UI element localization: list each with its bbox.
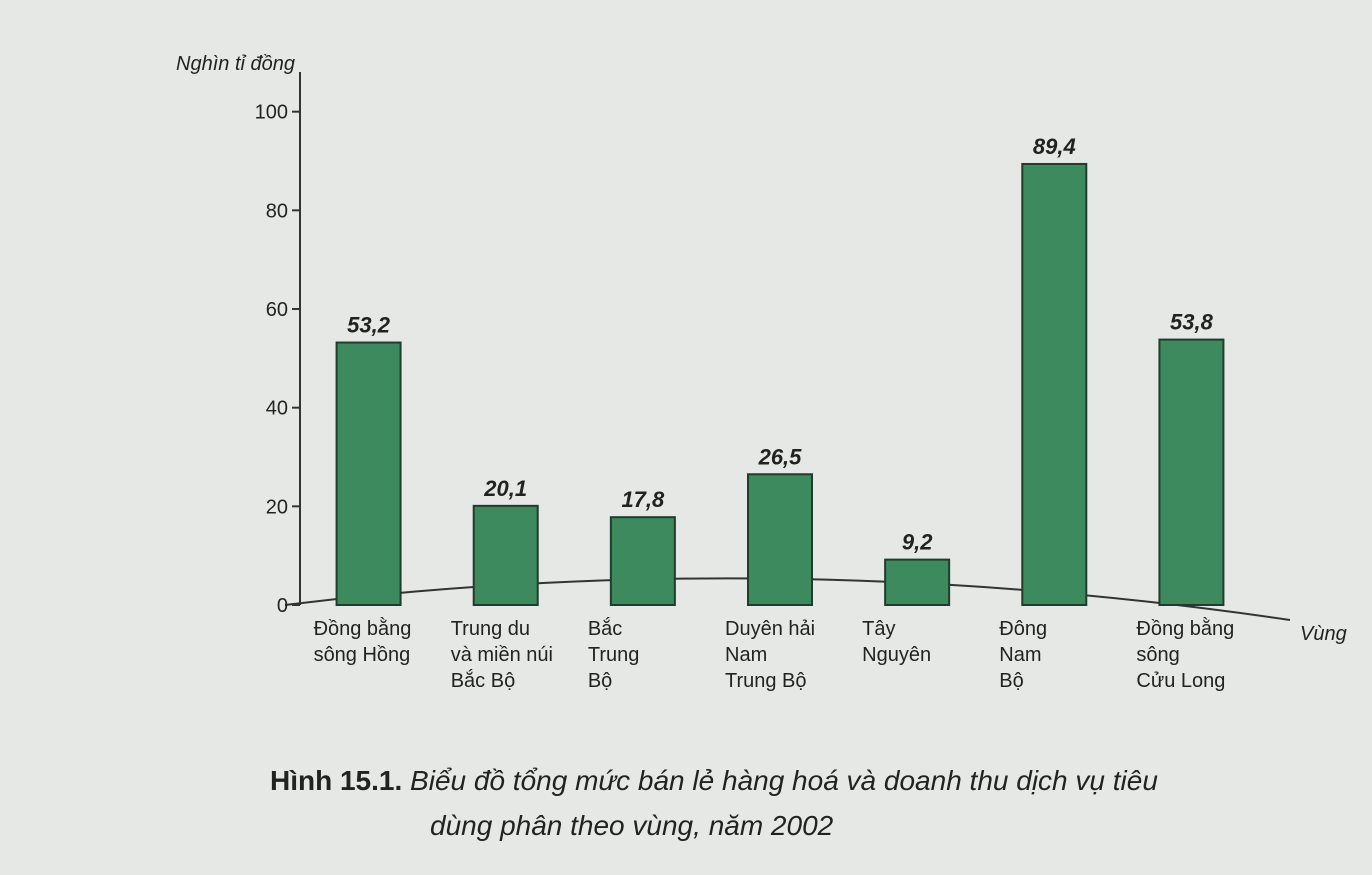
caption-text: Biểu đồ tổng mức bán lẻ hàng hoá và doan…	[410, 765, 1158, 796]
y-tick-label: 20	[266, 496, 288, 518]
caption-label: Hình 15.1.	[270, 765, 402, 796]
y-tick-label: 60	[266, 299, 288, 321]
value-label: 53,8	[1170, 310, 1214, 335]
bar	[474, 506, 538, 605]
x-axis-title: Vùng	[1300, 623, 1347, 645]
caption: Hình 15.1. Biểu đồ tổng mức bán lẻ hàng …	[270, 765, 1158, 796]
caption-text-2: dùng phân theo vùng, năm 2002	[430, 810, 834, 841]
y-tick-label: 0	[277, 595, 288, 617]
value-label: 20,1	[483, 476, 527, 501]
chart: Nghìn tỉ đồng Vùng Hình 15.1. Biểu đồ tổ…	[0, 0, 1372, 875]
value-label: 53,2	[347, 313, 391, 338]
value-label: 17,8	[621, 487, 665, 512]
bar	[1022, 164, 1086, 605]
bar	[885, 560, 949, 605]
bar	[1159, 340, 1223, 605]
value-label: 9,2	[902, 530, 933, 555]
y-tick-label: 100	[255, 102, 288, 124]
bar	[611, 517, 675, 605]
value-label: 26,5	[758, 444, 803, 469]
y-tick-label: 40	[266, 398, 288, 420]
y-tick-label: 80	[266, 200, 288, 222]
y-axis-title: Nghìn tỉ đồng	[176, 53, 295, 75]
bar	[748, 474, 812, 605]
bar	[337, 343, 401, 605]
value-label: 89,4	[1033, 134, 1076, 159]
